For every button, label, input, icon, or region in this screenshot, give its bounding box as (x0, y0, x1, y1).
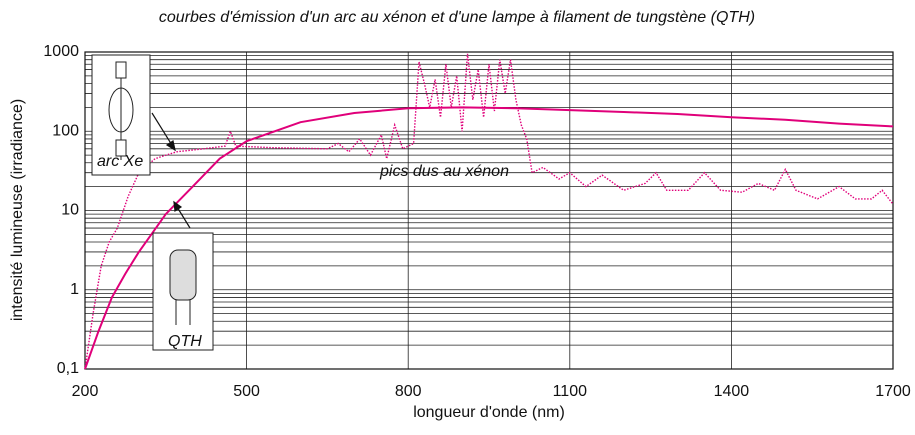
y-tick-label: 1 (70, 281, 79, 298)
plot-frame (84, 51, 894, 370)
x-tick-label: 500 (233, 383, 260, 400)
y-axis-label: intensité lumineuse (irradiance) (9, 99, 26, 321)
x-tick-label: 1700 (875, 383, 911, 400)
plot-area: 0,1 1 10 100 1000 200 500 800 1100 1400 1700 (43, 43, 910, 400)
annotation: pics dus au xénon (379, 163, 509, 180)
y-tick-label: 10 (61, 202, 79, 219)
series-line (84, 106, 894, 370)
x-tick-label: 800 (395, 383, 422, 400)
qth-lamp-inset: QTH (152, 232, 214, 351)
inset-label: QTH (168, 333, 202, 350)
xe-lamp-inset: arc Xe (91, 54, 151, 176)
x-axis-label: longueur d'onde (nm) (413, 404, 565, 421)
arrows (151, 112, 191, 229)
x-tick-label: 1400 (714, 383, 750, 400)
inset-label: arc Xe (97, 153, 143, 170)
y-tick-label: 0,1 (57, 360, 79, 377)
y-tick-label: 1000 (43, 43, 79, 60)
y-tick-label: 100 (52, 122, 79, 139)
chart-title: courbes d'émission d'un arc au xénon et … (159, 9, 755, 26)
x-tick-label: 200 (72, 383, 99, 400)
x-tick-label: 1100 (553, 383, 588, 400)
series-line (84, 53, 894, 370)
